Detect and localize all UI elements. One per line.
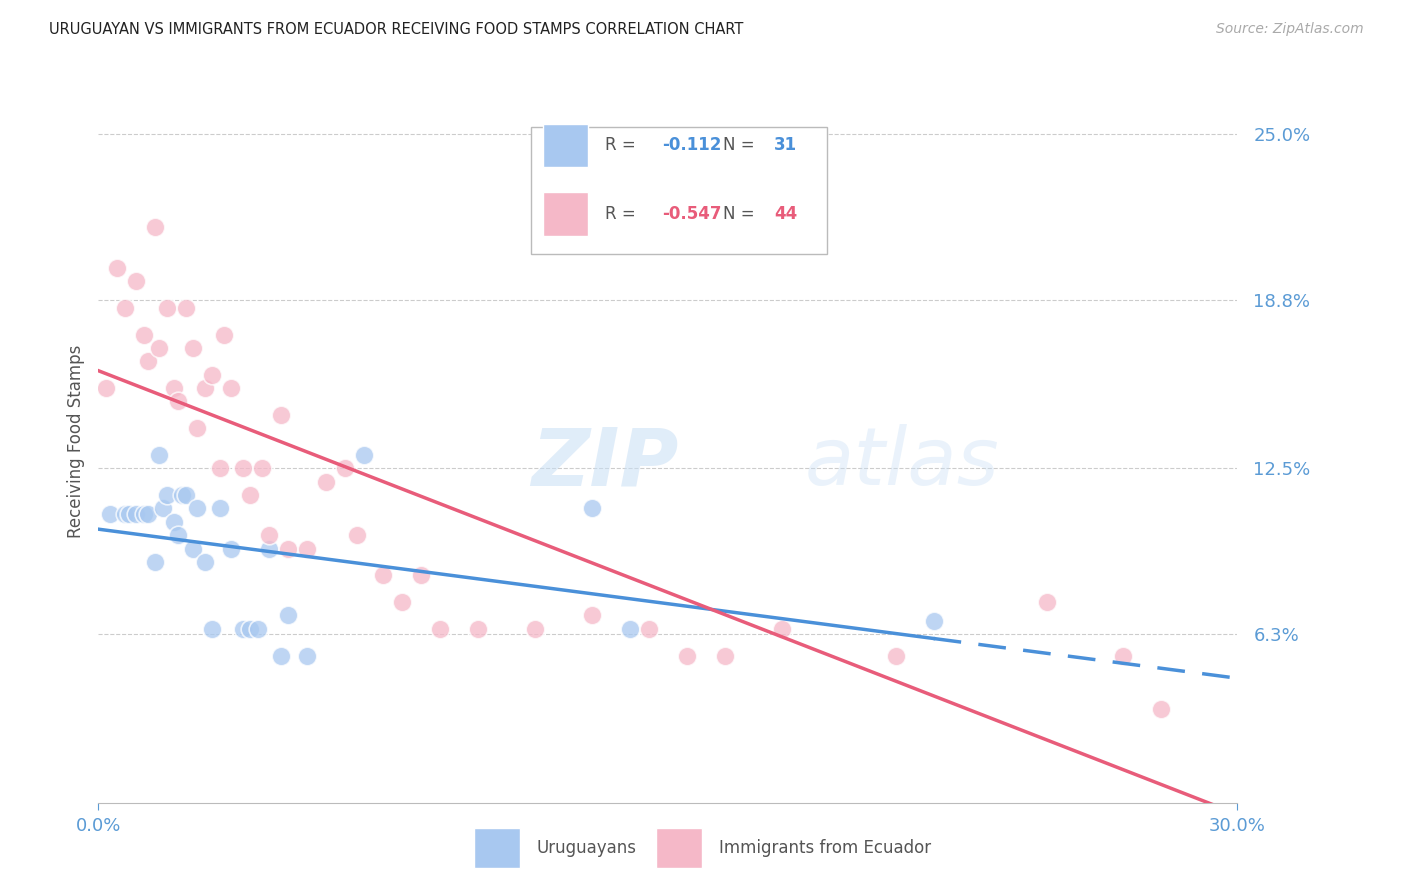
Point (174, 488, 197, 502)
Point (145, 555, 167, 569)
Text: R =: R = (605, 205, 641, 223)
Point (208, 501, 231, 516)
Point (186, 421, 208, 435)
Point (194, 555, 217, 569)
Point (125, 274, 148, 288)
Point (208, 461, 231, 475)
Point (335, 461, 357, 475)
Point (270, 648, 292, 663)
Point (232, 461, 254, 475)
Point (676, 648, 699, 663)
Point (98, 507, 121, 521)
Point (170, 488, 193, 502)
Point (619, 622, 641, 636)
Text: Uruguayans: Uruguayans (537, 839, 637, 857)
Point (315, 475, 337, 489)
Point (221, 381, 243, 395)
Point (152, 501, 174, 516)
Text: N =: N = (723, 136, 759, 154)
Point (638, 622, 661, 636)
Point (201, 622, 224, 636)
Point (183, 341, 205, 355)
Point (371, 568, 394, 582)
Text: R =: R = (605, 136, 641, 154)
Text: URUGUAYAN VS IMMIGRANTS FROM ECUADOR RECEIVING FOOD STAMPS CORRELATION CHART: URUGUAYAN VS IMMIGRANTS FROM ECUADOR REC… (49, 22, 744, 37)
Text: -0.547: -0.547 (662, 205, 721, 223)
Text: ZIP: ZIP (531, 425, 679, 502)
Point (136, 507, 159, 521)
Point (186, 501, 208, 516)
Point (239, 488, 262, 502)
Point (1036, 595, 1059, 609)
Point (232, 622, 254, 636)
Point (132, 507, 155, 521)
Point (259, 541, 281, 556)
Point (884, 648, 907, 663)
Point (277, 541, 299, 556)
Bar (543, 193, 588, 235)
Point (167, 394, 190, 409)
Point (391, 595, 413, 609)
Point (125, 507, 148, 521)
Point (246, 622, 269, 636)
Point (212, 327, 235, 342)
Point (148, 341, 170, 355)
Point (167, 528, 190, 542)
Point (297, 541, 319, 556)
Point (183, 541, 205, 556)
Bar (474, 828, 520, 868)
Point (346, 528, 368, 542)
Y-axis label: Receiving Food Stamps: Receiving Food Stamps (66, 345, 84, 538)
Point (353, 448, 375, 462)
Point (714, 648, 737, 663)
Point (221, 541, 243, 556)
Point (297, 648, 319, 663)
Point (145, 220, 167, 235)
Point (770, 622, 793, 636)
Point (259, 528, 281, 542)
Point (411, 568, 433, 582)
Point (163, 381, 186, 395)
Point (429, 622, 451, 636)
Text: atlas: atlas (804, 425, 1000, 502)
Point (94, 381, 117, 395)
Point (239, 622, 262, 636)
Point (201, 368, 224, 382)
Point (156, 488, 179, 502)
Point (581, 608, 603, 623)
Bar (543, 124, 588, 167)
Point (156, 301, 179, 315)
Point (114, 301, 136, 315)
Text: Source: ZipAtlas.com: Source: ZipAtlas.com (1216, 22, 1364, 37)
Point (922, 614, 945, 628)
Point (270, 408, 292, 422)
Text: -0.112: -0.112 (662, 136, 721, 154)
Text: N =: N = (723, 205, 759, 223)
Point (136, 354, 159, 368)
Point (148, 448, 170, 462)
FancyBboxPatch shape (531, 128, 827, 253)
Point (114, 507, 136, 521)
Point (524, 622, 547, 636)
Point (1150, 702, 1173, 716)
Point (467, 622, 489, 636)
Text: 44: 44 (773, 205, 797, 223)
Point (132, 327, 155, 342)
Text: 31: 31 (773, 136, 797, 154)
Point (174, 301, 197, 315)
Point (163, 515, 186, 529)
Point (250, 461, 273, 475)
Point (118, 507, 141, 521)
Point (1112, 648, 1135, 663)
Point (107, 260, 129, 275)
Point (277, 608, 299, 623)
Point (194, 381, 217, 395)
Point (581, 501, 603, 516)
Text: Immigrants from Ecuador: Immigrants from Ecuador (718, 839, 931, 857)
Bar (657, 828, 702, 868)
